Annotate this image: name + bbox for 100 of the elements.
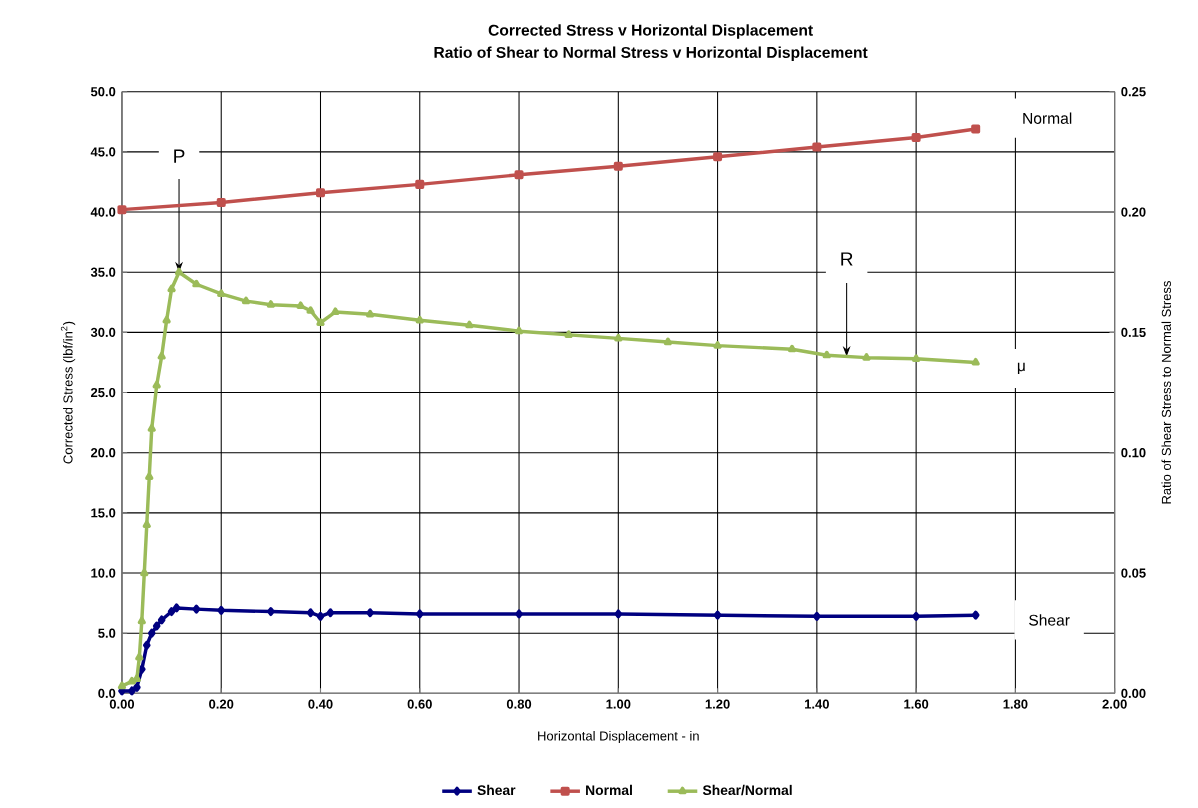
point <box>128 686 136 696</box>
point <box>117 205 127 215</box>
point <box>140 568 149 577</box>
point <box>971 357 980 366</box>
x-tick-label: 1.00 <box>606 699 631 709</box>
y-tick-label: 40.0 <box>90 207 116 217</box>
y-tick-label: 15.0 <box>91 508 116 518</box>
x-tick-label: 1.40 <box>805 699 829 709</box>
point <box>713 610 722 620</box>
point <box>813 611 821 621</box>
y-tick-label: 0.0 <box>98 688 116 698</box>
y2-tick-label: 0.20 <box>1121 207 1146 217</box>
x-tick-label: 0.80 <box>506 699 532 709</box>
point <box>135 652 144 661</box>
point <box>812 142 822 152</box>
point <box>331 307 340 315</box>
point <box>306 608 315 618</box>
x-tick-label: 0.60 <box>407 699 432 709</box>
point <box>174 267 184 276</box>
point <box>614 609 623 619</box>
y2-tick-label: 0.10 <box>1121 447 1146 458</box>
chart-subtitle: Ratio of Shear to Normal Stress v Horizontal Displacement <box>434 46 868 61</box>
x-tick-label: 0.20 <box>209 699 234 709</box>
point <box>167 284 176 293</box>
x-tick-label: 0.00 <box>109 699 135 709</box>
y-tick-label: 5.0 <box>98 628 116 638</box>
point <box>564 330 573 338</box>
y2-axis-title: Ratio of Shear Stress to Normal Stress <box>1161 280 1172 504</box>
x-tick-label: 1.60 <box>904 699 929 709</box>
point <box>132 674 141 682</box>
y-tick-label: 20.0 <box>90 447 116 458</box>
y-tick-label: 25.0 <box>90 387 116 398</box>
y2-tick-label: 0.00 <box>1121 688 1146 698</box>
point <box>157 615 166 625</box>
point <box>912 611 920 621</box>
y-tick-label: 50.0 <box>90 86 116 97</box>
chart-title: Corrected Stress v Horizontal Displacement <box>488 24 813 39</box>
x-tick-label: 1.80 <box>1003 699 1028 709</box>
point <box>241 296 251 305</box>
point <box>266 300 276 308</box>
y2-tick-label: 0.05 <box>1121 568 1146 578</box>
point <box>147 424 156 432</box>
point <box>822 350 831 359</box>
point <box>614 333 623 342</box>
point <box>117 681 127 690</box>
y2-tick-label: 0.15 <box>1121 327 1146 337</box>
point <box>217 289 226 297</box>
point <box>172 603 181 613</box>
point <box>296 301 305 309</box>
y-tick-label: 10.0 <box>91 568 116 578</box>
annotation: P <box>174 149 185 163</box>
point <box>142 520 151 528</box>
annotation: Shear <box>1029 614 1070 626</box>
x-tick-label: 1.20 <box>705 699 730 709</box>
point <box>787 344 797 353</box>
point <box>145 472 154 480</box>
point <box>515 609 523 619</box>
point <box>713 340 722 349</box>
legend-label: Normal <box>586 784 632 795</box>
point <box>267 606 275 616</box>
point <box>192 604 201 614</box>
y-axis-title: Corrected Stress (lbf/in$^{2}$) <box>60 321 76 464</box>
point <box>127 676 137 685</box>
point <box>316 318 325 326</box>
legend-label: Shear/Normal <box>702 784 792 796</box>
annotation: Normal <box>1023 112 1072 124</box>
x-axis-title: Horizontal Displacement - in <box>538 730 699 743</box>
y2-tick-label: 0.25 <box>1121 86 1146 97</box>
point <box>613 161 623 171</box>
point <box>663 337 673 346</box>
y-tick-label: 45.0 <box>90 147 116 157</box>
annotation: μ <box>1017 362 1025 374</box>
x-tick-label: 2.00 <box>1102 699 1127 709</box>
point <box>316 611 325 621</box>
point <box>133 682 141 692</box>
point <box>217 605 226 615</box>
point <box>514 326 524 335</box>
point <box>157 351 166 360</box>
point <box>415 179 425 189</box>
point <box>162 315 171 324</box>
point <box>862 353 871 361</box>
y-tick-label: 35.0 <box>90 267 116 277</box>
point <box>415 609 424 619</box>
x-tick-label: 0.40 <box>308 699 333 709</box>
point <box>465 320 474 329</box>
point <box>315 188 326 198</box>
annotation: R <box>841 252 853 266</box>
point <box>911 132 921 142</box>
point <box>514 170 524 180</box>
point <box>137 616 146 625</box>
point <box>167 606 176 616</box>
point <box>142 640 151 650</box>
point <box>366 608 374 618</box>
point <box>971 124 981 134</box>
y-tick-label: 30.0 <box>90 327 116 337</box>
point <box>365 309 375 318</box>
point <box>971 610 980 620</box>
point <box>713 152 723 162</box>
point <box>306 306 315 314</box>
point <box>152 380 161 389</box>
